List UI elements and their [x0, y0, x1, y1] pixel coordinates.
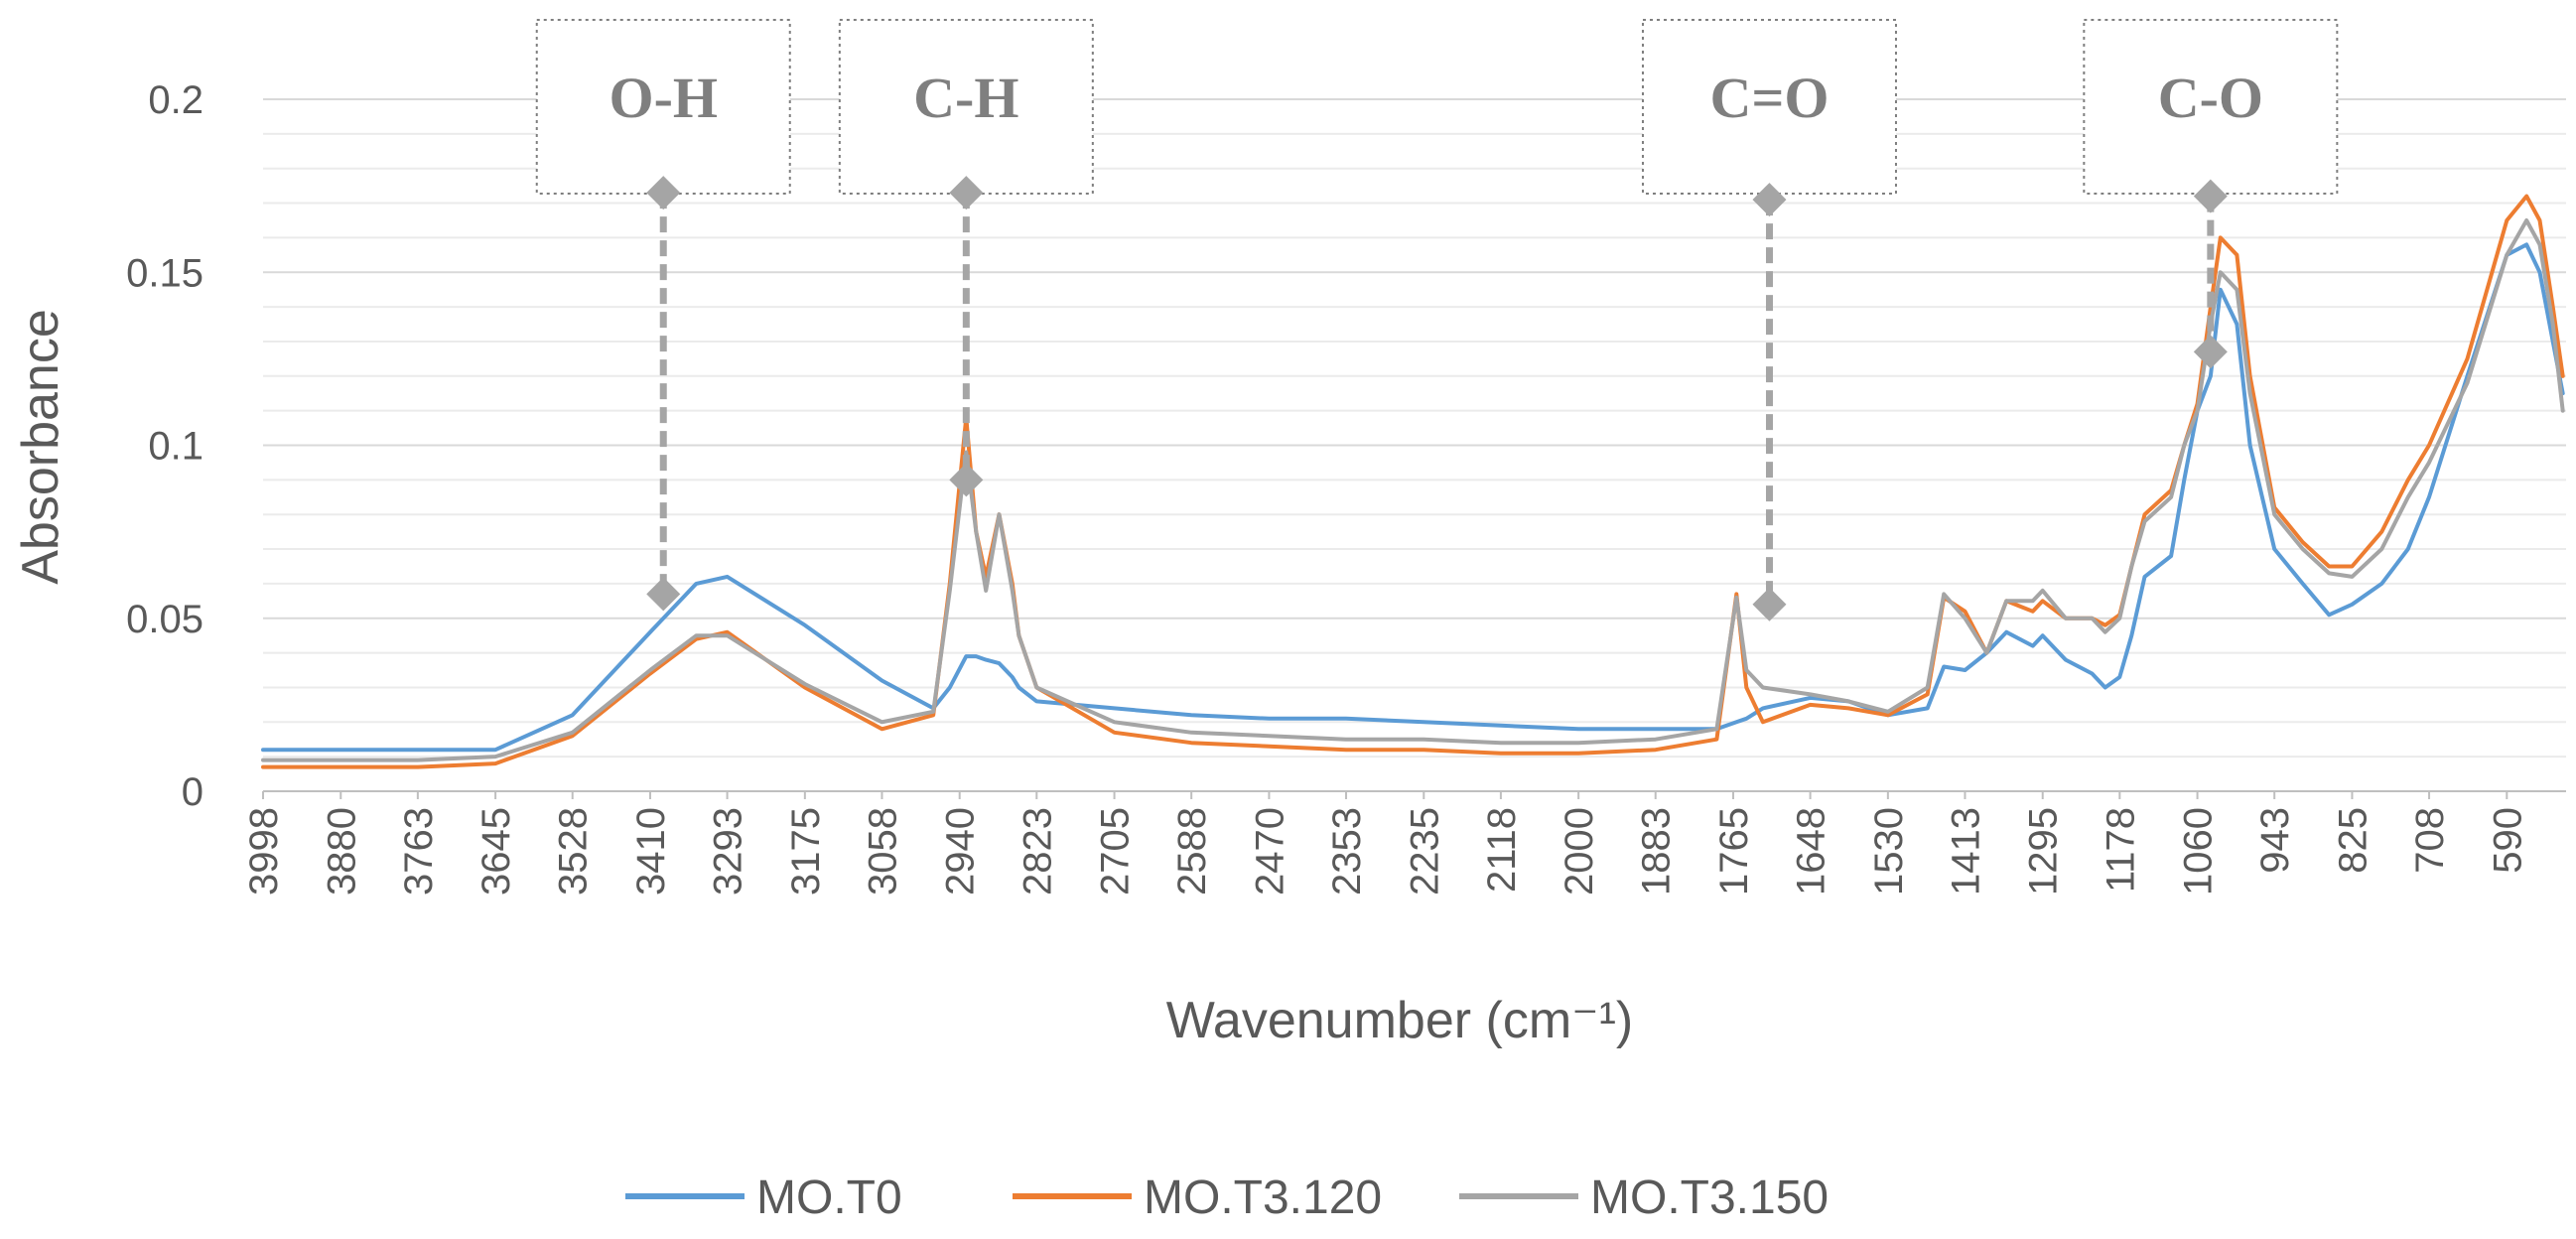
x-tick-label: 2823 — [1016, 807, 1059, 895]
x-tick-label: 3880 — [320, 807, 363, 895]
x-tick-label: 3175 — [784, 807, 828, 895]
y-tick-label: 0 — [182, 770, 203, 814]
y-axis-title: Absorbance — [12, 309, 69, 585]
x-tick-label: 3293 — [707, 807, 750, 895]
x-tick-label: 3410 — [629, 807, 673, 895]
legend: MO.T0 MO.T3.120 MO.T3.150 — [625, 1171, 1829, 1224]
annotation-marker-bottom — [1752, 587, 1787, 621]
annotation-marker-top — [949, 176, 984, 210]
annotation-label: C-H — [913, 66, 1018, 130]
x-tick-label: 1530 — [1867, 807, 1911, 895]
annotation-marker-top — [646, 176, 681, 210]
x-tick-label: 1295 — [2022, 807, 2066, 895]
x-tick-label: 2118 — [1480, 807, 1524, 893]
annotation-label: O-H — [609, 66, 718, 130]
x-tick-label: 1648 — [1790, 807, 1833, 895]
legend-label: MO.T3.120 — [1144, 1171, 1382, 1224]
annotation-marker-bottom — [949, 463, 984, 497]
x-tick-label: 1178 — [2099, 807, 2142, 893]
x-tick-label: 2588 — [1170, 807, 1214, 895]
annotation-marker-bottom — [2193, 335, 2228, 369]
series-lines — [261, 194, 2565, 769]
gridlines — [263, 98, 2566, 792]
legend-label: MO.T3.150 — [1590, 1171, 1829, 1224]
x-tick-label: 3528 — [552, 807, 596, 895]
x-tick-label: 825 — [2331, 807, 2374, 874]
x-tick-label: 2235 — [1403, 807, 1446, 895]
legend-label: MO.T0 — [756, 1171, 902, 1224]
x-tick-label: 3058 — [861, 807, 904, 895]
x-tick-label: 3763 — [397, 807, 441, 895]
annotation-marker-top — [2193, 179, 2228, 213]
x-tick-label: 1060 — [2177, 807, 2221, 895]
x-tick-label: 1883 — [1635, 807, 1679, 895]
x-tick-label: 943 — [2253, 807, 2297, 874]
annotation-label: C-O — [2158, 66, 2263, 130]
annotation-markers — [646, 176, 2228, 621]
y-tick-label: 0.1 — [148, 425, 203, 469]
annotation-marker-top — [1752, 183, 1787, 217]
x-tick-label: 708 — [2408, 807, 2452, 874]
x-tick-label: 2705 — [1094, 807, 1138, 895]
y-tick-label: 0.15 — [126, 251, 203, 295]
annotation-box — [535, 19, 791, 195]
y-tick-label: 0.05 — [126, 598, 203, 641]
x-tick-label: 2353 — [1325, 807, 1369, 895]
x-tick-label: 590 — [2486, 807, 2529, 874]
annotation-box — [1641, 19, 1897, 195]
x-axis-title: Wavenumber (cm⁻¹) — [1166, 992, 1633, 1049]
annotation-marker-bottom — [646, 577, 681, 612]
annotation-box — [2083, 19, 2339, 195]
x-tick-label: 2940 — [939, 807, 983, 895]
x-tick-label: 3998 — [242, 807, 286, 895]
x-tick-label: 2000 — [1558, 807, 1601, 895]
annotation-boxes: O-H C-H C=O C-O — [535, 19, 2339, 195]
axes: 0 0.05 0.1 0.15 0.2 3998 3880 3763 3645 3528 3410 3… — [126, 78, 2566, 895]
x-tick-label: 1765 — [1712, 807, 1756, 895]
series-line-mo-t3-150 — [261, 218, 2565, 762]
annotation-box — [838, 19, 1094, 195]
y-tick-label: 0.2 — [148, 78, 203, 122]
x-tick-label: 3645 — [475, 807, 518, 895]
annotation-label: C=O — [1709, 66, 1829, 130]
x-tick-label: 2470 — [1248, 807, 1291, 895]
x-tick-label: 1413 — [1944, 807, 1987, 895]
